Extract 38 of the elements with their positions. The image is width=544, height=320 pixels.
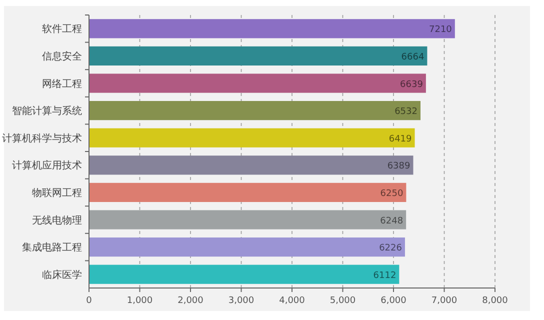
x-tick-label: 7,000 (431, 296, 458, 306)
bar (89, 156, 414, 175)
x-tick-label: 8,000 (482, 296, 508, 306)
x-tick-label: 4,000 (279, 296, 306, 306)
data-label: 6664 (401, 52, 424, 62)
bar (89, 237, 405, 257)
x-tick-label: 3,000 (228, 296, 254, 306)
bar (89, 128, 415, 148)
data-label: 6248 (380, 216, 404, 226)
bar (89, 264, 400, 284)
y-tick-label: 智能计算与系统 (12, 105, 82, 118)
x-tick-label: 5,000 (330, 296, 356, 306)
data-label: 6639 (400, 80, 424, 90)
x-tick-label: 0 (86, 296, 92, 306)
data-label: 6532 (394, 107, 418, 118)
data-label: 6226 (379, 244, 402, 254)
y-tick-label: 网络工程 (42, 78, 82, 90)
y-tick-label: 软件工程 (42, 23, 82, 36)
bar (89, 74, 426, 93)
y-tick-label: 信息安全 (42, 50, 82, 62)
y-tick-label: 集成电路工程 (22, 242, 82, 254)
data-label: 6112 (373, 270, 396, 281)
x-tick-label: 2,000 (178, 296, 204, 306)
bar (89, 46, 428, 66)
x-tick-label: 1,000 (126, 296, 153, 306)
data-label: 7210 (429, 25, 452, 36)
data-label: 6250 (380, 188, 404, 199)
bar (89, 19, 455, 38)
bar (89, 182, 406, 202)
y-tick-label: 计算机科学与技术 (2, 132, 82, 144)
data-label: 6389 (387, 162, 411, 172)
y-tick-label: 无线电物理 (32, 214, 82, 226)
y-tick-label: 物联网工程 (32, 186, 82, 199)
bar (89, 100, 420, 120)
y-tick-label: 临床医学 (42, 268, 82, 281)
data-label: 6419 (388, 134, 412, 144)
y-tick-label: 计算机应用技术 (12, 160, 82, 172)
x-tick-label: 6,000 (380, 296, 407, 306)
